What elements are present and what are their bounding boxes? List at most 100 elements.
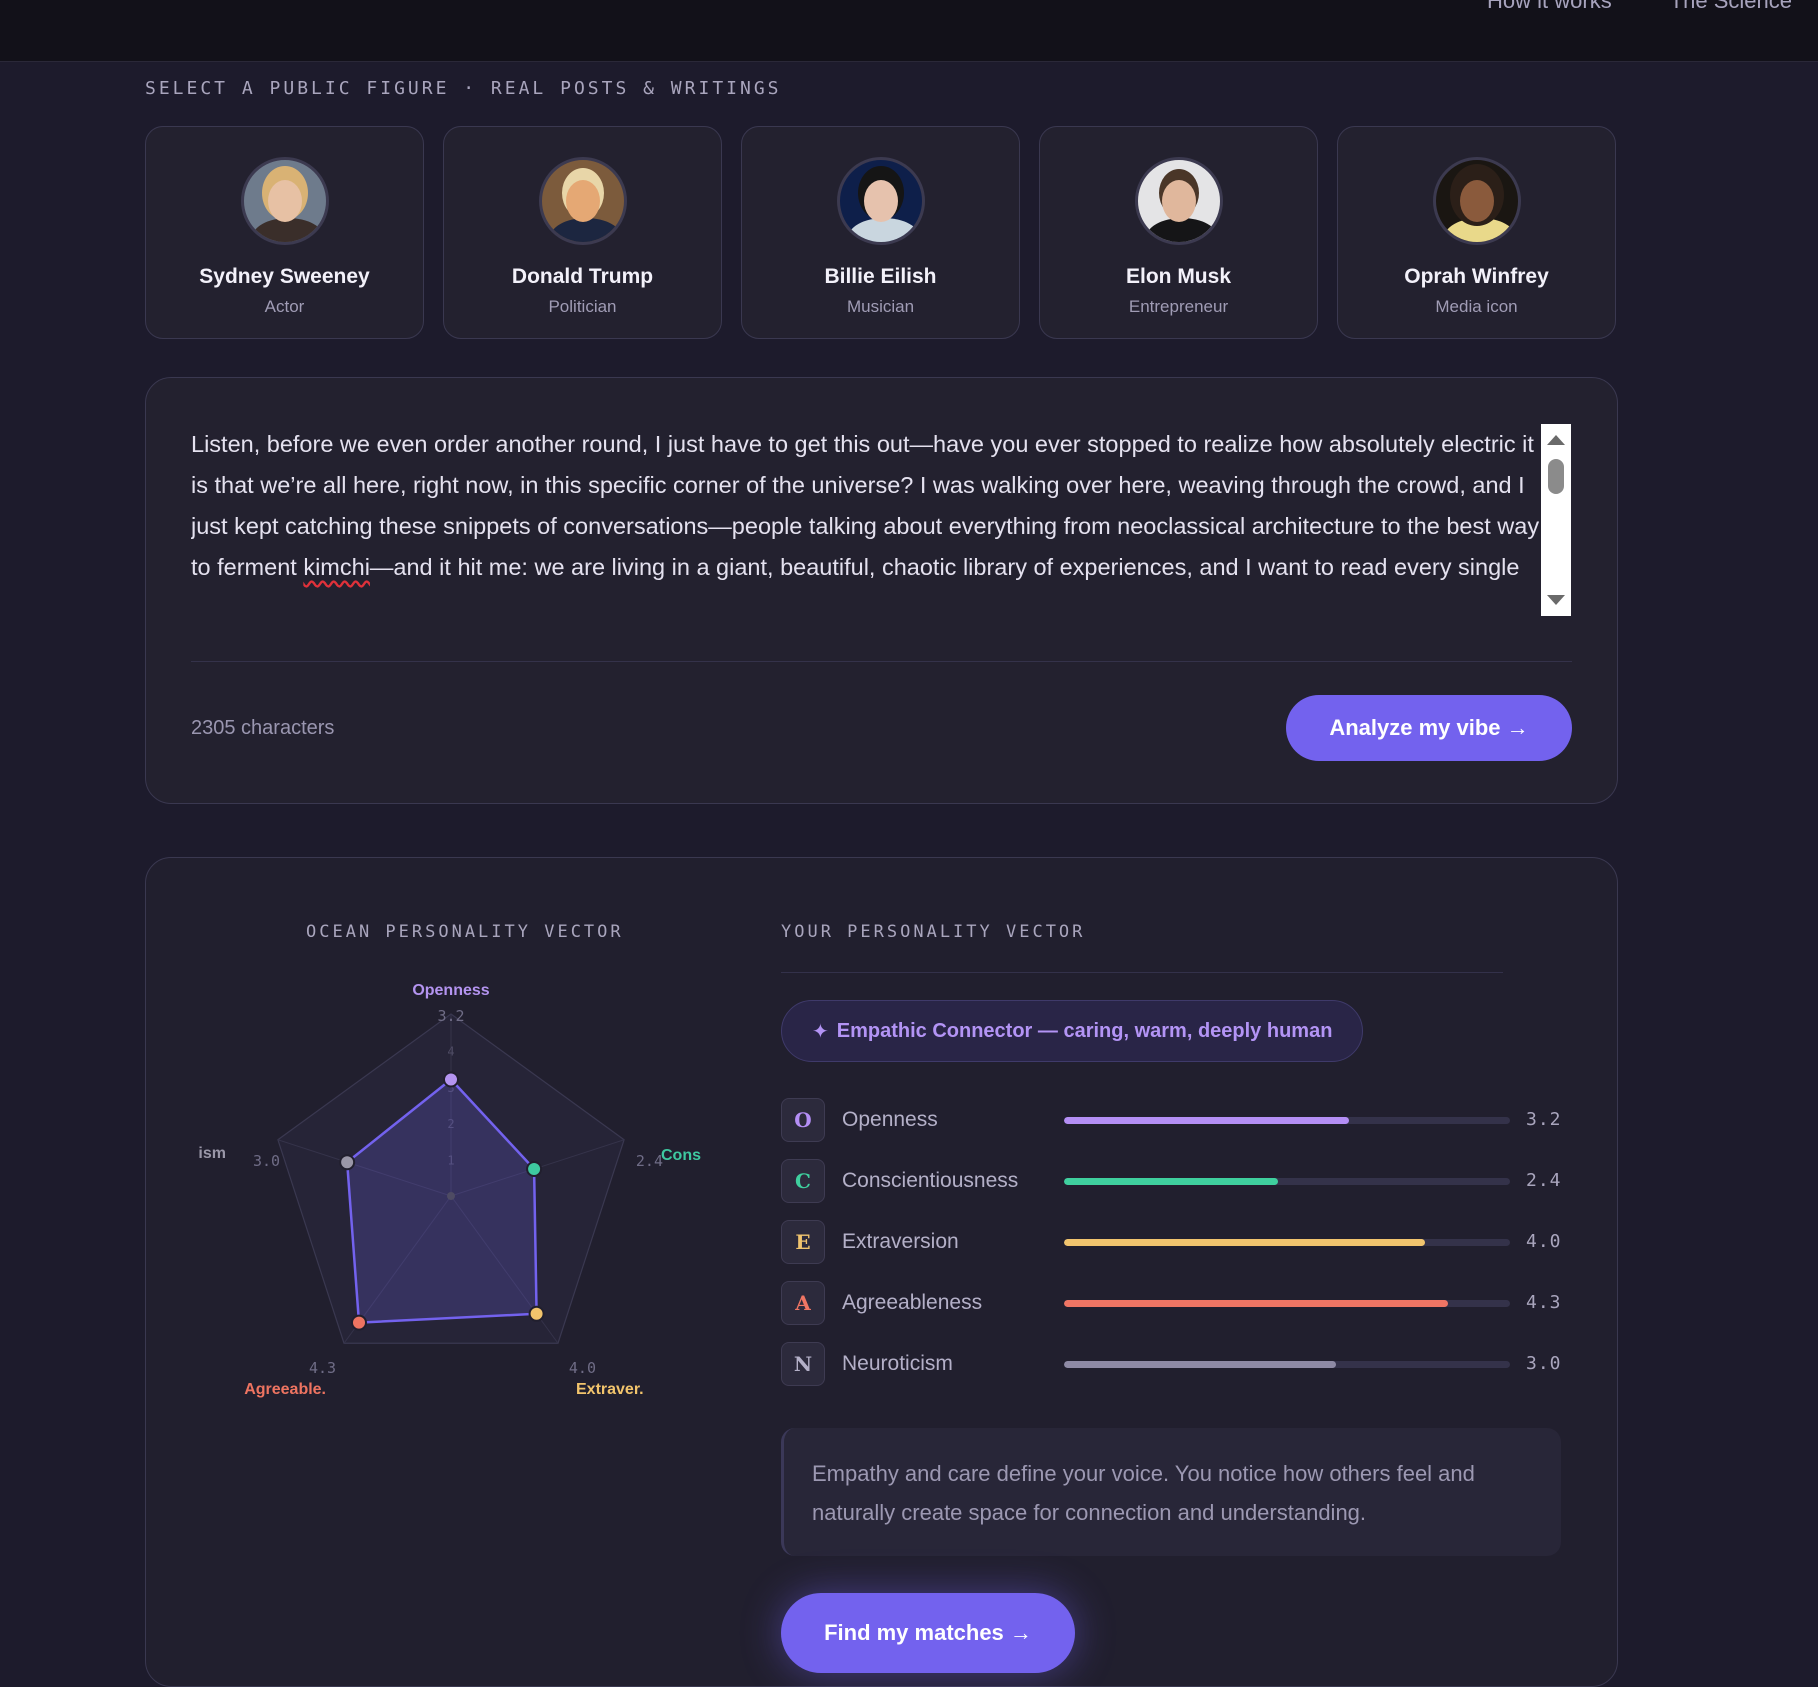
text-part: Listen, before we even order another rou… [191, 431, 1540, 580]
divider [191, 661, 1572, 662]
trait-name: Neuroticism [842, 1352, 953, 1375]
figure-card-oprah-winfrey[interactable]: Oprah Winfrey Media icon [1337, 126, 1616, 339]
personality-badge: ✦ Empathic Connector — caring, warm, dee… [781, 1000, 1364, 1062]
figure-role: Politician [548, 297, 617, 316]
trait-value: 4.0 [1526, 1231, 1562, 1252]
radar-axis-label: ism [198, 1145, 226, 1162]
figure-role: Media icon [1435, 297, 1518, 316]
vector-title: YOUR PERSONALITY VECTOR [781, 922, 1086, 942]
trait-letter: C [781, 1159, 825, 1203]
radar-point [339, 1154, 356, 1171]
figure-card-donald-trump[interactable]: Donald Trump Politician [443, 126, 722, 339]
trait-row-openness: O Openness 3.2 [781, 1098, 1561, 1159]
avatar [836, 157, 925, 245]
figure-card-sydney-sweeney[interactable]: Sydney Sweeney Actor [145, 126, 424, 339]
radar-axis-label: Openness [412, 982, 489, 999]
avatar [538, 157, 627, 245]
figure-name: Donald Trump [511, 265, 654, 288]
divider [781, 972, 1503, 973]
top-bar: How it works The Science [0, 0, 1818, 62]
figure-name: Billie Eilish [824, 265, 937, 288]
radar-point [443, 1071, 459, 1088]
avatar [240, 157, 329, 245]
radar-ring-label: 4 [447, 1044, 454, 1058]
radar-axis-label: Agreeable. [244, 1381, 326, 1398]
figure-role: Entrepreneur [1128, 297, 1229, 316]
trait-letter: E [781, 1220, 825, 1264]
radar-axis-value: 4.0 [569, 1359, 596, 1377]
radar-data-area [345, 1078, 538, 1324]
text-input-area[interactable]: Listen, before we even order another rou… [191, 424, 1551, 589]
avatar [1134, 157, 1223, 245]
radar-title: OCEAN PERSONALITY VECTOR [306, 922, 624, 942]
trait-bar-fill [1064, 1178, 1279, 1185]
trait-name: Conscientiousness [842, 1169, 1019, 1192]
trait-value: 4.3 [1526, 1292, 1562, 1313]
radar-center [447, 1192, 455, 1200]
figure-name: Oprah Winfrey [1404, 265, 1549, 288]
character-count: 2305 characters [191, 717, 335, 739]
scroll-thumb[interactable] [1548, 459, 1564, 494]
radar-point [350, 1314, 367, 1331]
trait-row-agreeableness: A Agreeableness 4.3 [781, 1281, 1561, 1342]
trait-value: 3.0 [1526, 1353, 1562, 1374]
text-editor-card: Listen, before we even order another rou… [145, 377, 1618, 804]
figure-card-elon-musk[interactable]: Elon Musk Entrepreneur [1039, 126, 1318, 339]
radar-spoke [277, 1139, 452, 1197]
misspelled-word[interactable]: kimchi [303, 554, 370, 580]
sparkle-icon: ✦ [812, 1020, 829, 1043]
trait-value: 3.2 [1526, 1109, 1562, 1130]
figure-name: Sydney Sweeney [199, 265, 370, 288]
trait-name: Agreeableness [842, 1291, 983, 1314]
trait-bar [1064, 1361, 1510, 1368]
personality-description: Empathy and care define your voice. You … [781, 1428, 1561, 1556]
trait-bar-fill [1064, 1117, 1350, 1124]
trait-list: O Openness 3.2 C Conscientiousness 2.4 E… [781, 1098, 1561, 1403]
trait-row-extraversion: E Extraversion 4.0 [781, 1220, 1561, 1281]
trait-letter: O [781, 1098, 825, 1142]
badge-label: Empathic Connector — caring, warm, deepl… [836, 1019, 1333, 1042]
nav-how-it-works[interactable]: How it works [1487, 0, 1612, 13]
radar-point [526, 1161, 543, 1178]
radar-point [528, 1305, 545, 1322]
radar-axis-value: 3.0 [253, 1152, 280, 1170]
avatar [1432, 157, 1521, 245]
radar-axis-value: 2.4 [636, 1152, 663, 1170]
trait-bar-fill [1064, 1239, 1426, 1246]
nav-the-science[interactable]: The Science [1669, 0, 1792, 13]
radar-axis-label: Cons [661, 1147, 701, 1164]
trait-bar [1064, 1239, 1510, 1246]
figures-section-label: SELECT A PUBLIC FIGURE · REAL POSTS & WR… [145, 78, 782, 99]
top-nav: How it works The Science [1487, 0, 1792, 14]
results-card: OCEAN PERSONALITY VECTOR 1 2 3 4 Openness 3.2… [145, 857, 1618, 1687]
figure-card-billie-eilish[interactable]: Billie Eilish Musician [741, 126, 1020, 339]
trait-bar-fill [1064, 1300, 1448, 1307]
trait-bar [1064, 1117, 1510, 1124]
trait-row-conscientiousness: C Conscientiousness 2.4 [781, 1159, 1561, 1220]
figure-name: Elon Musk [1125, 265, 1231, 288]
trait-value: 2.4 [1526, 1170, 1562, 1191]
trait-letter: N [781, 1342, 825, 1386]
scroll-up-arrow-icon[interactable] [1547, 435, 1565, 445]
radar-ring-label: 1 [447, 1154, 454, 1168]
find-matches-button[interactable]: Find my matches → [781, 1593, 1075, 1673]
figure-role: Actor [264, 297, 305, 316]
figure-role: Musician [846, 297, 915, 316]
radar-ring-label: 2 [447, 1117, 454, 1131]
text-part: —and it hit me: we are living in a giant… [369, 554, 1520, 580]
trait-name: Openness [842, 1108, 938, 1131]
text-scrollbar[interactable] [1541, 424, 1571, 616]
trait-bar [1064, 1300, 1510, 1307]
trait-bar-fill [1064, 1361, 1337, 1368]
radar-axis-value: 4.3 [309, 1359, 336, 1377]
scroll-down-arrow-icon[interactable] [1547, 595, 1565, 605]
trait-name: Extraversion [842, 1230, 959, 1253]
radar-ring-label: 3 [447, 1081, 454, 1095]
trait-row-neuroticism: N Neuroticism 3.0 [781, 1342, 1561, 1403]
radar-axis-value: 3.2 [437, 1007, 464, 1025]
trait-letter: A [781, 1281, 825, 1325]
figure-list: Sydney Sweeney Actor Donald Trump Politi… [145, 126, 1616, 339]
radar-axis-label: Extraver. [576, 1381, 644, 1398]
analyze-button[interactable]: Analyze my vibe → [1286, 695, 1572, 761]
